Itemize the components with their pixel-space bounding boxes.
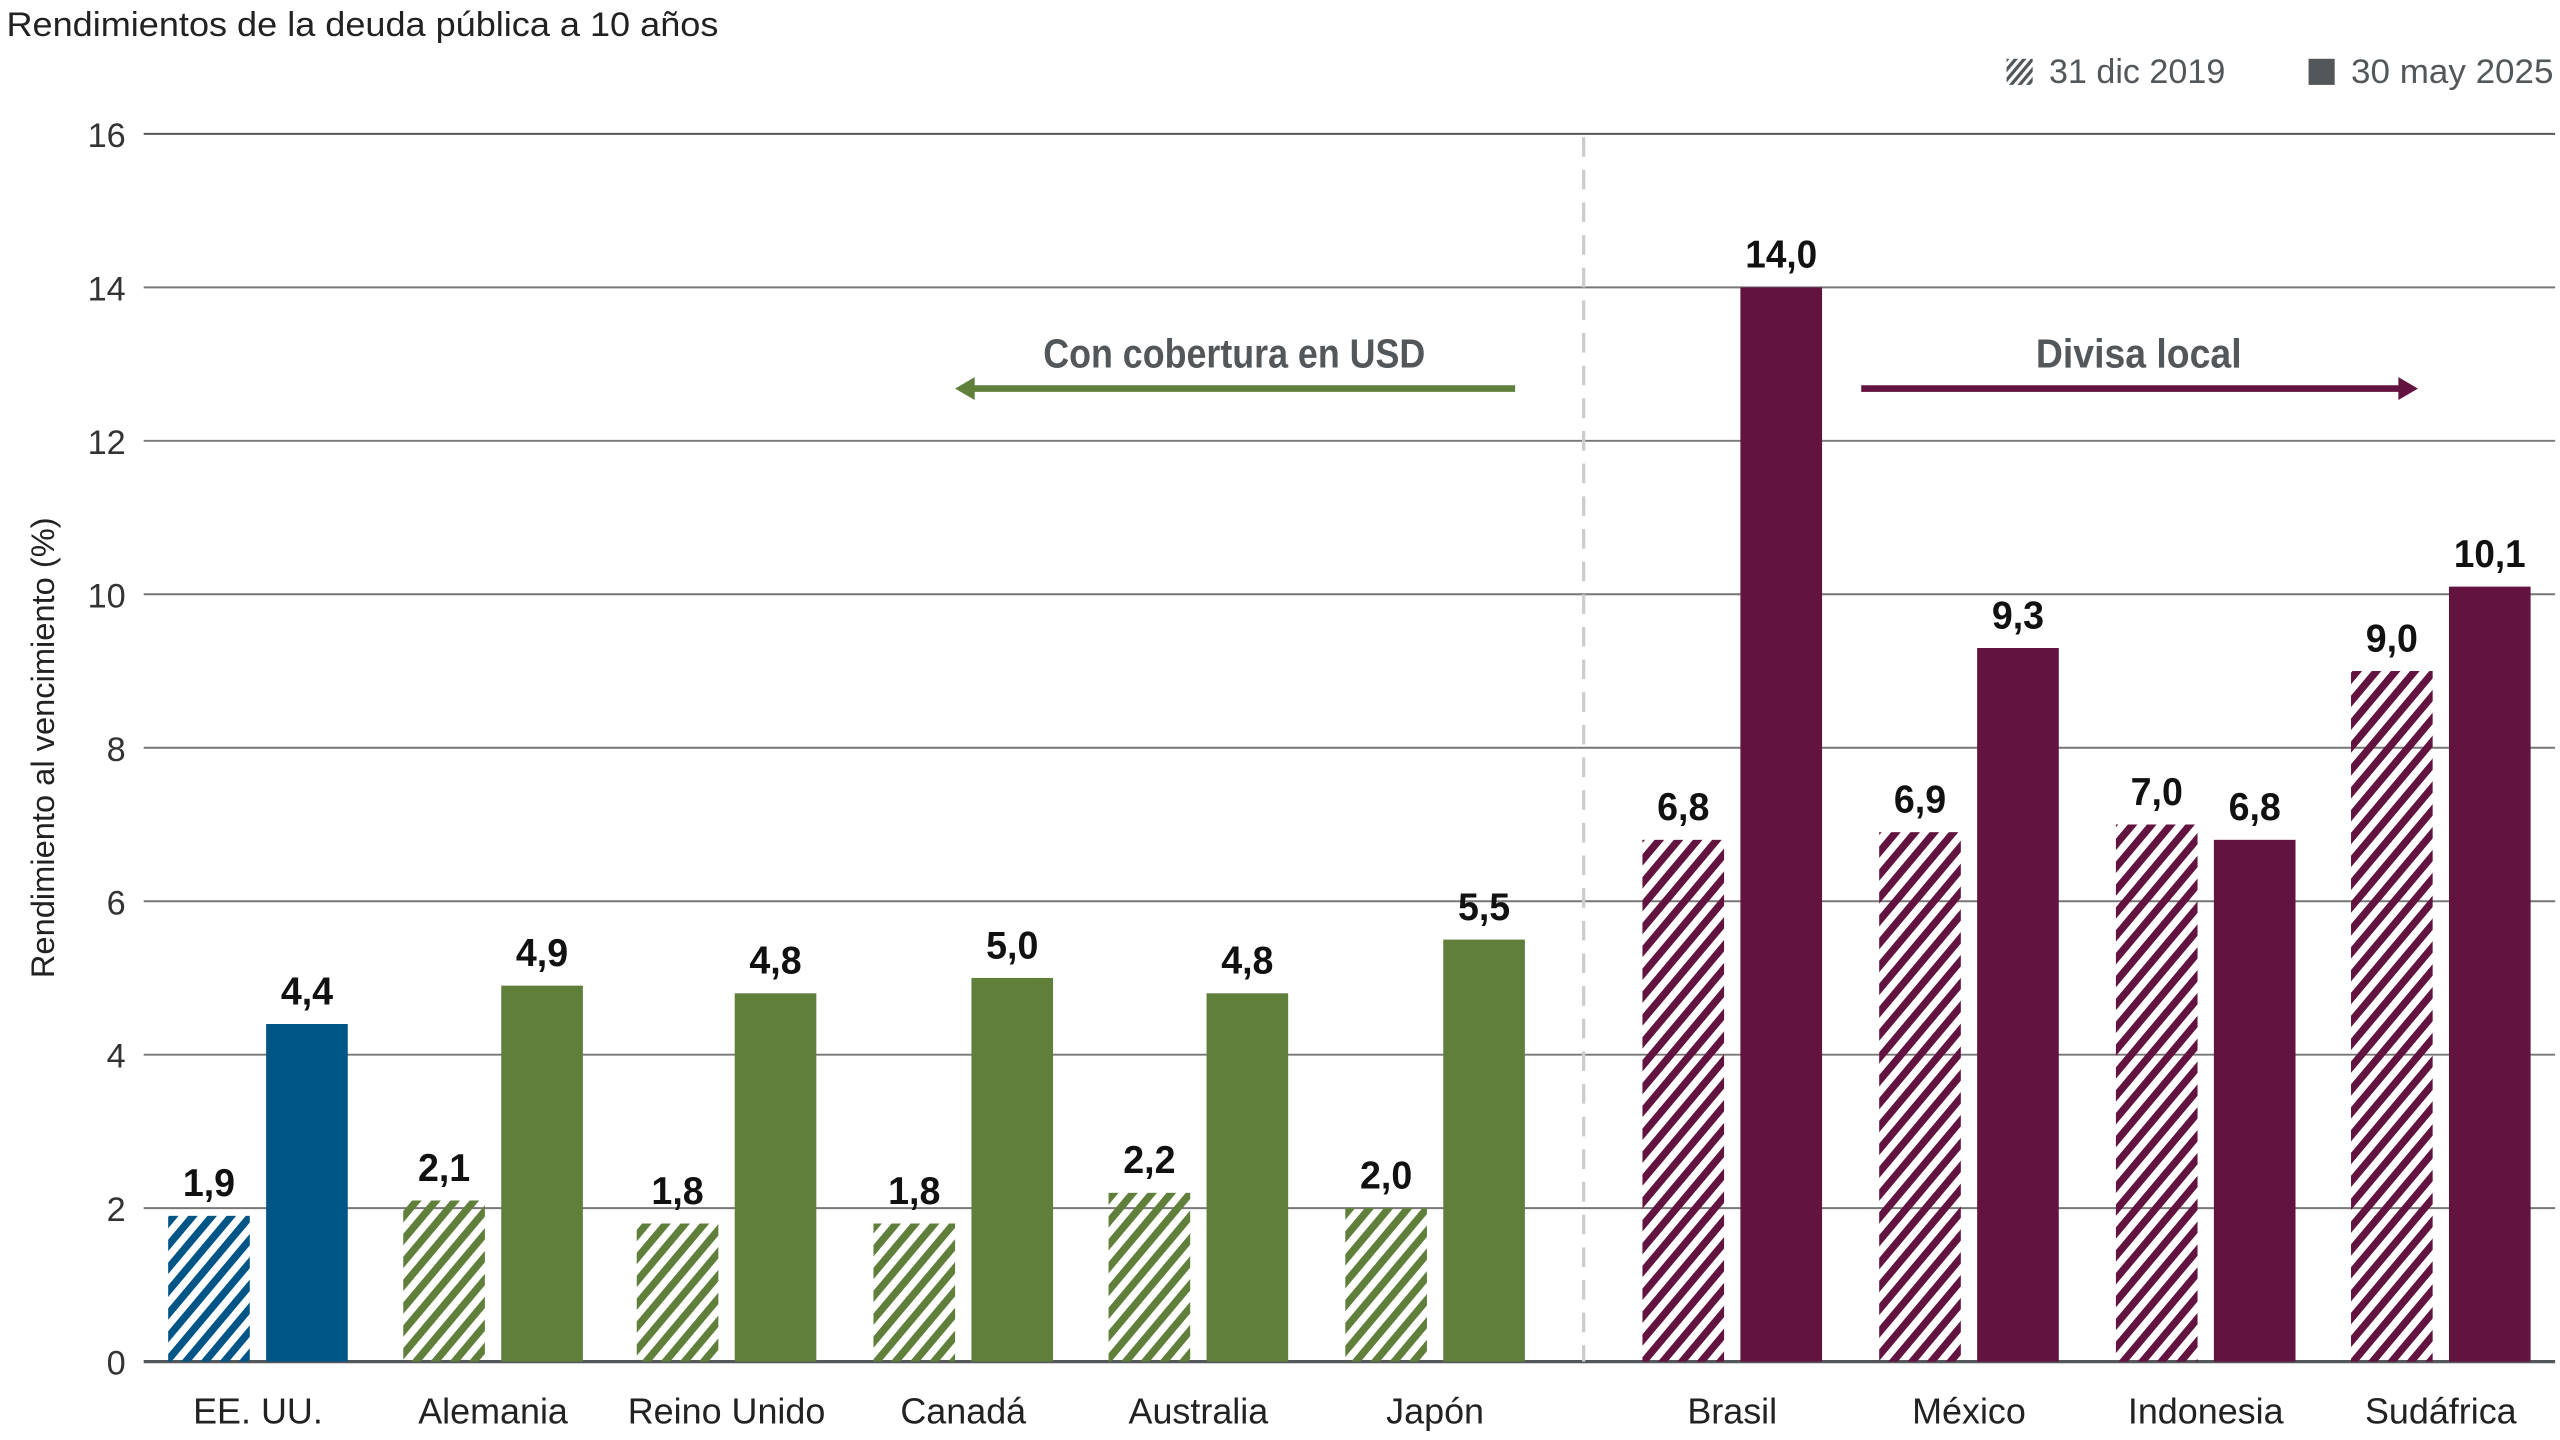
x-tick-label: Alemania: [418, 1391, 568, 1432]
x-tick-label: Sudáfrica: [2365, 1391, 2517, 1432]
bar: [734, 993, 817, 1362]
data-label: 2,0: [1360, 1155, 1412, 1198]
bar: [1642, 839, 1725, 1362]
x-tick-label: Brasil: [1687, 1391, 1777, 1432]
bar: [1206, 993, 1289, 1362]
x-tick-label: Japón: [1386, 1391, 1484, 1432]
y-tick-label: 14: [88, 270, 126, 308]
data-label: 4,8: [1221, 940, 1273, 983]
data-label: 4,9: [516, 932, 568, 975]
x-tick-label: Reino Unido: [628, 1391, 826, 1432]
data-label: 14,0: [1745, 234, 1817, 277]
data-label: 6,9: [1894, 779, 1946, 822]
y-tick-label: 8: [107, 731, 126, 769]
data-label: 5,0: [986, 924, 1038, 967]
y-tick-label: 0: [107, 1345, 126, 1383]
bar: [873, 1223, 956, 1362]
data-label: 6,8: [1657, 786, 1709, 829]
bar: [266, 1024, 348, 1362]
chart-title: Rendimientos de la deuda pública a 10 añ…: [7, 6, 719, 44]
bar: [1345, 1208, 1427, 1362]
data-label: 1,8: [888, 1170, 940, 1213]
arrow-head-icon: [2398, 377, 2418, 400]
bar: [1108, 1192, 1191, 1362]
data-label: 4,8: [749, 940, 801, 983]
legend-swatch-hatched: [2006, 58, 2033, 85]
annotation-label: Divisa local: [2036, 330, 2242, 376]
annotation-label: Con cobertura en USD: [1043, 330, 1425, 376]
legend-swatch-solid: [2308, 58, 2335, 85]
y-axis-label: Rendimiento al vencimiento (%): [24, 517, 61, 978]
legend-label-2025: 30 may 2025: [2351, 53, 2553, 91]
bar: [1977, 648, 2059, 1362]
bar: [1740, 287, 1823, 1362]
bar: [2448, 586, 2531, 1362]
data-label: 5,5: [1458, 886, 1510, 929]
y-tick-label: 10: [88, 577, 126, 615]
bar: [501, 985, 583, 1362]
bar: [2115, 824, 2198, 1362]
arrow-head-icon: [955, 377, 975, 400]
x-tick-label: EE. UU.: [193, 1391, 323, 1432]
data-label: 4,4: [281, 970, 333, 1013]
y-tick-label: 6: [107, 884, 126, 922]
data-label: 7,0: [2131, 771, 2183, 814]
bar: [2351, 671, 2433, 1362]
bar: [1879, 832, 1961, 1362]
bar: [2213, 839, 2296, 1362]
data-label: 2,1: [418, 1147, 470, 1190]
y-tick-label: 2: [107, 1191, 126, 1229]
data-label: 9,0: [2366, 617, 2418, 660]
data-label: 1,8: [651, 1170, 703, 1213]
x-tick-label: México: [1912, 1391, 2026, 1432]
bar: [168, 1215, 250, 1362]
x-tick-label: Canadá: [900, 1391, 1026, 1432]
data-label: 10,1: [2454, 533, 2526, 576]
y-tick-label: 16: [88, 117, 126, 155]
bar: [971, 977, 1054, 1362]
x-tick-label: Australia: [1129, 1391, 1269, 1432]
y-tick-label: 4: [107, 1038, 126, 1076]
x-tick-label: Indonesia: [2128, 1391, 2284, 1432]
bar: [403, 1200, 485, 1362]
bar: [1443, 939, 1525, 1362]
legend-label-2019: 31 dic 2019: [2049, 53, 2225, 91]
data-label: 9,3: [1992, 594, 2044, 637]
data-label: 2,2: [1123, 1139, 1175, 1182]
y-tick-label: 12: [88, 424, 126, 462]
data-label: 6,8: [2229, 786, 2281, 829]
legend: 31 dic 2019 30 may 2025: [2006, 53, 2553, 91]
bar: [636, 1223, 719, 1362]
data-label: 1,9: [183, 1162, 235, 1205]
